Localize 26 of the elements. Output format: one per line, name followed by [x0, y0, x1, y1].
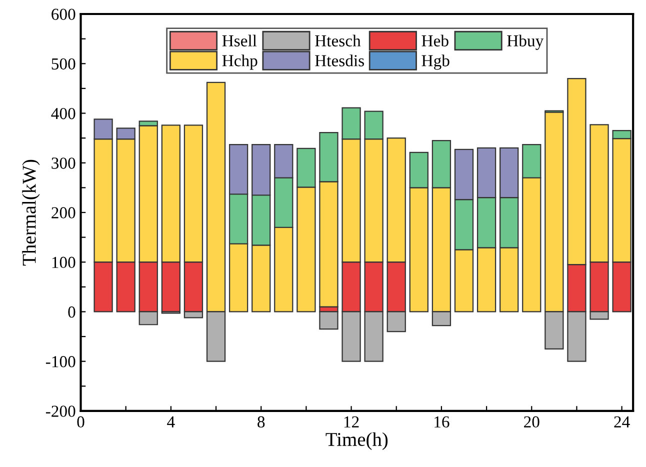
- bar: [319, 311, 338, 330]
- y-tick-label: -100: [46, 356, 76, 368]
- legend-label: Htesdis: [315, 54, 364, 66]
- y-tick-label: 400: [51, 108, 76, 120]
- x-tick-label: 8: [258, 416, 265, 428]
- x-axis-title: Time(h): [326, 432, 388, 450]
- legend-label: Hbuy: [507, 34, 544, 50]
- x-tick-label: 20: [524, 416, 540, 428]
- x-tick-label: 16: [434, 416, 450, 428]
- y-tick-label: -200: [46, 406, 76, 417]
- y-tick-label: 100: [52, 256, 76, 268]
- legend-label: Hsell: [222, 34, 257, 46]
- legend-label: Htesch: [315, 34, 361, 46]
- x-tick-label: 4: [167, 416, 175, 428]
- legend-label: Hchp: [222, 54, 258, 70]
- y-axis-title: Thermal(kW): [22, 160, 40, 266]
- y-tick-label: 0: [68, 306, 76, 318]
- legend-label: Heb: [422, 34, 448, 46]
- x-tick-label: 12: [344, 416, 359, 428]
- y-tick-label: 500: [52, 58, 76, 70]
- y-tick-label: 300: [52, 158, 76, 169]
- legend-label: Hgb: [422, 54, 450, 70]
- y-tick-label: 200: [52, 207, 76, 218]
- x-tick-label: 0: [77, 416, 84, 428]
- y-tick-label: 600: [52, 8, 76, 20]
- x-tick-label: 24: [614, 416, 630, 428]
